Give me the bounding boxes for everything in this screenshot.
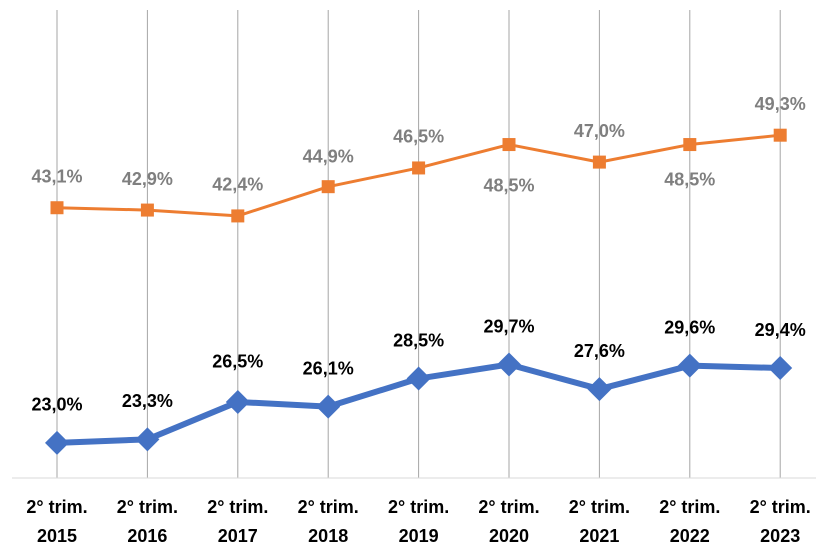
data-label: 48,5% <box>483 175 534 195</box>
data-label: 29,4% <box>755 320 806 340</box>
data-label: 44,9% <box>303 146 354 166</box>
x-tick-label: 2° trim. <box>298 497 359 517</box>
x-tick-label: 2° trim. <box>388 497 449 517</box>
marker <box>316 394 341 419</box>
marker <box>497 352 521 377</box>
x-tick-label: 2020 <box>489 526 529 546</box>
data-label: 46,5% <box>393 127 444 147</box>
marker <box>683 138 697 152</box>
data-label: 42,4% <box>212 175 263 195</box>
data-label: 47,0% <box>574 121 625 141</box>
data-label: 42,9% <box>122 169 173 189</box>
marker <box>592 155 606 169</box>
marker <box>412 161 426 175</box>
x-tick-label: 2016 <box>127 526 167 546</box>
marker <box>321 180 335 194</box>
marker <box>135 427 160 452</box>
data-label: 43,1% <box>31 166 82 186</box>
marker <box>587 377 612 402</box>
x-tick-label: 2° trim. <box>659 497 720 517</box>
data-label: 28,5% <box>393 330 444 350</box>
marker <box>231 209 245 223</box>
marker <box>50 201 64 215</box>
marker <box>406 366 431 391</box>
x-tick-label: 2015 <box>37 526 77 546</box>
marker <box>502 138 516 152</box>
data-label: 26,5% <box>212 352 263 372</box>
marker <box>773 128 787 142</box>
marker <box>768 356 793 381</box>
data-label: 29,6% <box>664 317 715 337</box>
x-tick-label: 2° trim. <box>26 497 87 517</box>
data-label: 23,0% <box>31 395 82 415</box>
data-label: 23,3% <box>122 391 173 411</box>
x-tick-label: 2022 <box>670 526 710 546</box>
x-tick-label: 2023 <box>760 526 800 546</box>
x-tick-label: 2° trim. <box>569 497 630 517</box>
x-tick-label: 2° trim. <box>117 497 178 517</box>
marker <box>225 389 250 414</box>
x-tick-label: 2019 <box>399 526 439 546</box>
x-tick-label: 2° trim. <box>207 497 268 517</box>
marker <box>45 430 69 455</box>
x-tick-label: 2021 <box>579 526 619 546</box>
marker <box>677 353 702 378</box>
x-tick-label: 2° trim. <box>478 497 539 517</box>
marker <box>140 203 154 217</box>
data-label: 49,3% <box>755 94 806 114</box>
x-tick-label: 2018 <box>308 526 348 546</box>
data-label: 26,1% <box>303 358 354 378</box>
data-label: 27,6% <box>574 341 625 361</box>
data-label: 29,7% <box>483 316 534 336</box>
x-tick-label: 2017 <box>218 526 258 546</box>
data-label: 48,5% <box>664 169 715 189</box>
x-tick-label: 2° trim. <box>750 497 811 517</box>
